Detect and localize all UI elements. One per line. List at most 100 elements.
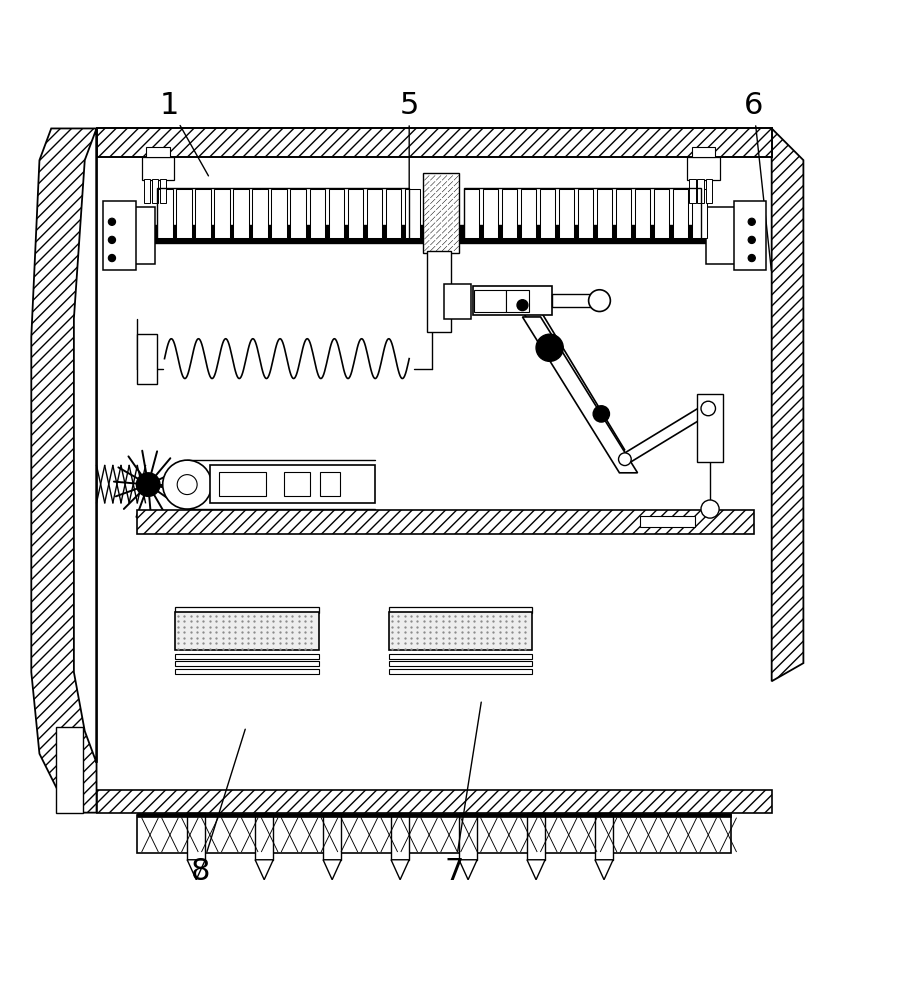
Polygon shape	[31, 128, 96, 813]
Bar	[137, 815, 731, 853]
Circle shape	[748, 254, 755, 262]
Bar	[615, 189, 631, 238]
Bar	[137, 510, 754, 534]
Bar	[291, 189, 306, 238]
Text: 5: 5	[399, 91, 419, 216]
Circle shape	[589, 290, 610, 312]
Bar	[692, 189, 707, 238]
Circle shape	[177, 475, 197, 495]
Bar	[210, 465, 375, 503]
Bar	[219, 472, 266, 496]
Circle shape	[136, 473, 160, 496]
Bar	[175, 654, 318, 659]
Text: 1: 1	[159, 91, 208, 176]
Bar	[502, 189, 517, 238]
Bar	[483, 189, 498, 238]
Circle shape	[536, 334, 564, 361]
Bar	[423, 173, 459, 253]
Bar	[654, 189, 669, 238]
Bar	[144, 179, 150, 203]
Circle shape	[108, 236, 115, 244]
Text: 6: 6	[744, 91, 772, 271]
Bar	[389, 607, 533, 613]
Bar	[559, 189, 574, 238]
Bar	[697, 394, 723, 462]
Bar	[427, 251, 451, 332]
Bar	[157, 189, 173, 238]
Circle shape	[517, 300, 528, 311]
Polygon shape	[391, 860, 409, 880]
Bar	[323, 813, 341, 860]
Bar	[640, 516, 694, 527]
Polygon shape	[772, 128, 804, 681]
Bar	[459, 813, 477, 860]
Bar	[176, 189, 192, 238]
Circle shape	[748, 236, 755, 244]
Bar	[187, 813, 205, 860]
Circle shape	[163, 460, 212, 509]
Bar	[391, 813, 409, 860]
Circle shape	[108, 218, 115, 225]
Polygon shape	[527, 860, 545, 880]
Polygon shape	[255, 860, 274, 880]
Text: 8: 8	[191, 729, 245, 886]
Polygon shape	[187, 860, 205, 880]
Bar	[464, 189, 479, 238]
Bar	[175, 661, 318, 666]
Bar	[253, 189, 268, 238]
Bar	[142, 157, 175, 180]
Bar	[175, 669, 318, 674]
Bar	[578, 189, 594, 238]
Bar	[137, 225, 726, 243]
Text: 7: 7	[445, 702, 481, 886]
Polygon shape	[459, 860, 477, 880]
Bar	[103, 201, 135, 270]
Bar	[595, 813, 613, 860]
Bar	[692, 147, 715, 157]
Bar	[55, 727, 83, 813]
Bar	[347, 189, 363, 238]
Bar	[444, 284, 471, 319]
Bar	[506, 290, 529, 312]
Bar	[117, 207, 155, 264]
Bar	[96, 128, 772, 157]
Bar	[389, 612, 533, 650]
Bar	[328, 189, 344, 238]
Bar	[175, 612, 318, 650]
Polygon shape	[523, 317, 637, 473]
Bar	[234, 189, 249, 238]
Bar	[389, 669, 533, 674]
Polygon shape	[323, 860, 341, 880]
Bar	[389, 661, 533, 666]
Bar	[366, 189, 382, 238]
Bar	[389, 654, 533, 659]
Circle shape	[594, 406, 609, 422]
Circle shape	[701, 500, 719, 518]
Bar	[706, 207, 744, 264]
Bar	[634, 189, 650, 238]
Circle shape	[748, 218, 755, 225]
Bar	[215, 189, 230, 238]
Bar	[597, 189, 612, 238]
Circle shape	[108, 254, 115, 262]
Bar	[160, 179, 166, 203]
Bar	[255, 813, 274, 860]
Bar	[137, 334, 157, 384]
Bar	[687, 157, 720, 180]
Bar	[152, 179, 158, 203]
Bar	[309, 189, 325, 238]
Bar	[474, 290, 506, 312]
Circle shape	[701, 401, 715, 416]
Bar	[673, 189, 688, 238]
Bar	[527, 813, 545, 860]
Bar	[195, 189, 211, 238]
Bar	[553, 294, 594, 307]
Bar	[272, 189, 287, 238]
Bar	[385, 189, 401, 238]
Bar	[734, 201, 766, 270]
Bar	[175, 607, 318, 613]
Circle shape	[618, 453, 631, 466]
Bar	[320, 472, 340, 496]
Bar	[689, 179, 695, 203]
Bar	[405, 189, 420, 238]
